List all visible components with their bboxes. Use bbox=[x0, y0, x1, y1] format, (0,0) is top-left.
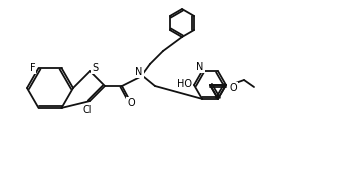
Text: F: F bbox=[30, 63, 35, 73]
Text: N: N bbox=[196, 62, 204, 72]
Text: O: O bbox=[127, 98, 135, 108]
Text: Cl: Cl bbox=[82, 105, 92, 115]
Text: S: S bbox=[92, 63, 98, 73]
Text: N: N bbox=[135, 67, 143, 77]
Text: HO: HO bbox=[176, 79, 191, 89]
Text: O: O bbox=[229, 83, 237, 93]
